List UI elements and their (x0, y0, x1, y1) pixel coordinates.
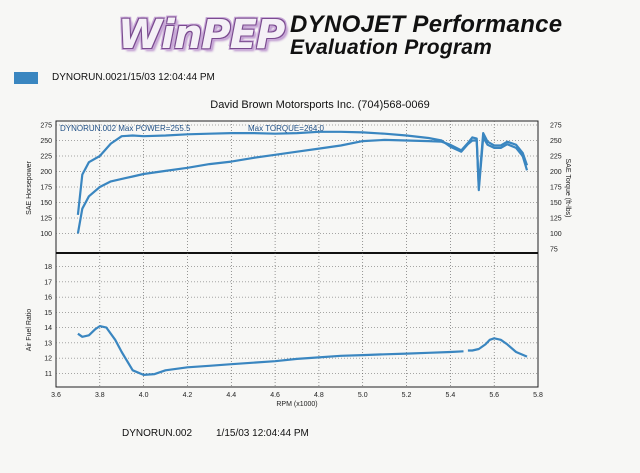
x-tick-4.8: 4.8 (314, 392, 324, 399)
y-tick-hp-175: 175 (40, 185, 52, 192)
y-tick-hp-200: 200 (40, 169, 52, 176)
y-tick-torque-100: 100 (550, 231, 562, 238)
y-axis-label-horsepower: SAE Horsepower (26, 160, 33, 214)
series-power-line (76, 136, 529, 234)
x-tick-5.4: 5.4 (445, 392, 455, 399)
x-tick-4.6: 4.6 (270, 392, 280, 399)
winpep-logo: WinPEP (118, 10, 285, 60)
x-tick-5.8: 5.8 (533, 392, 543, 399)
y-tick-afr-13: 13 (44, 340, 52, 347)
x-tick-5.2: 5.2 (402, 392, 412, 399)
y-tick-afr-16: 16 (44, 295, 52, 302)
legend-swatch (14, 72, 38, 84)
y-tick-hp-100: 100 (40, 231, 52, 238)
y-tick-torque-225: 225 (550, 154, 562, 161)
legend-entry: DYNORUN.0021/15/03 12:04:44 PM (52, 72, 215, 83)
tick-labels: 3.6 3.8 4.0 4.2 4.4 4.6 4.8 5.0 5.2 5.4 5.6 5.8 100 1… (40, 123, 561, 400)
y-tick-hp-250: 250 (40, 138, 52, 145)
y-tick-torque-200: 200 (550, 169, 562, 176)
brand-title-line2: Evaluation Program (290, 36, 492, 59)
y-tick-afr-18: 18 (44, 264, 52, 271)
y-tick-hp-125: 125 (40, 216, 52, 223)
x-tick-5.0: 5.0 (358, 392, 368, 399)
series-torque-line (76, 130, 529, 216)
y-tick-hp-150: 150 (40, 200, 52, 207)
brand-title-line1: DYNOJET Performance (290, 11, 563, 38)
annotation-max-torque: Max TORQUE=264.0 (248, 124, 325, 133)
y-tick-afr-14: 14 (44, 325, 52, 332)
x-tick-3.6: 3.6 (51, 392, 61, 399)
y-axis-label-afr: Air Fuel Ratio (26, 309, 33, 352)
x-tick-3.8: 3.8 (95, 392, 105, 399)
y-tick-torque-250: 250 (550, 138, 562, 145)
winpep-logo-text: WinPEP (118, 12, 285, 58)
y-tick-afr-15: 15 (44, 310, 52, 317)
y-tick-torque-75: 75 (550, 247, 558, 254)
y-tick-torque-150: 150 (550, 200, 562, 207)
x-tick-5.6: 5.6 (489, 392, 499, 399)
shop-info-line: David Brown Motorsports Inc. (704)568-00… (210, 99, 430, 111)
y-tick-torque-275: 275 (550, 123, 562, 130)
series-afr-line (77, 325, 528, 376)
footer-run-date: 1/15/03 12:04:44 PM (216, 428, 309, 439)
x-tick-4.0: 4.0 (139, 392, 149, 399)
footer-run-name: DYNORUN.002 (122, 428, 193, 439)
annotation-max-power: DYNORUN.002 Max POWER=255.5 (60, 124, 191, 133)
y-axis-label-torque: SAE Torque (ft-lbs) (564, 158, 571, 217)
y-tick-afr-12: 12 (44, 356, 52, 363)
y-tick-afr-17: 17 (44, 279, 52, 286)
x-tick-4.4: 4.4 (226, 392, 236, 399)
y-tick-hp-275: 275 (40, 123, 52, 130)
x-axis-label: RPM (x1000) (276, 401, 317, 408)
y-tick-hp-225: 225 (40, 154, 52, 161)
series-group (76, 130, 529, 376)
y-tick-torque-175: 175 (550, 185, 562, 192)
y-tick-afr-11: 11 (45, 371, 52, 378)
x-tick-4.2: 4.2 (183, 392, 193, 399)
y-tick-torque-125: 125 (550, 216, 562, 223)
